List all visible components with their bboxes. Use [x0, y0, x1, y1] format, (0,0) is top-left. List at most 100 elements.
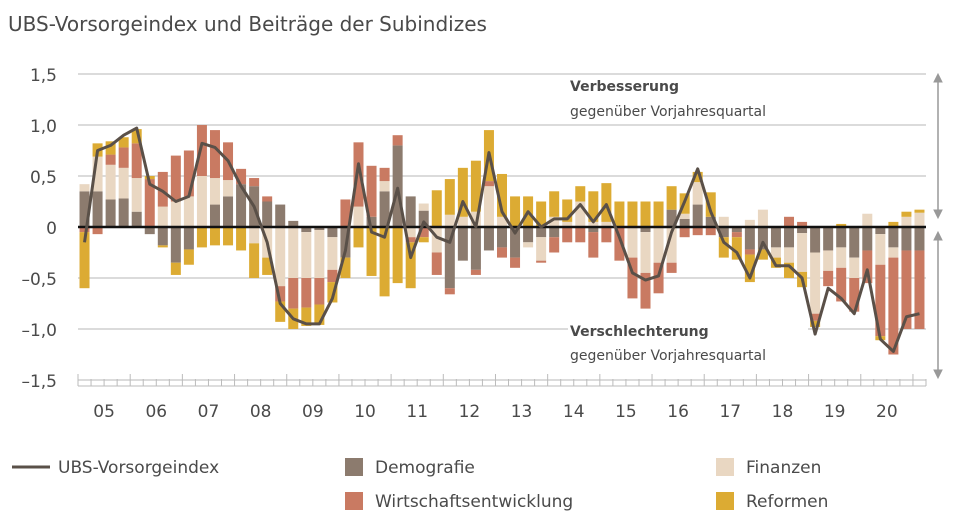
- bar-reformen: [144, 176, 155, 180]
- bar-demografie: [392, 145, 403, 227]
- bar-finanzen: [797, 233, 808, 272]
- bar-reformen: [562, 199, 573, 222]
- bar-finanzen: [914, 212, 925, 227]
- bar-wirtschaftsentwicklung: [183, 150, 194, 197]
- bar-wirtschaftsentwicklung: [301, 278, 312, 308]
- bar-reformen: [431, 190, 442, 227]
- x-tick-label: 11: [406, 402, 428, 422]
- bars: [79, 125, 925, 355]
- bar-finanzen: [483, 186, 494, 227]
- x-tick-label: 09: [302, 402, 324, 422]
- bar-finanzen: [131, 178, 142, 212]
- bar-wirtschaftsentwicklung: [836, 267, 847, 302]
- legend-item-reformen: Reformen: [716, 492, 828, 512]
- bar-demografie: [588, 227, 599, 233]
- svg-text:Demografie: Demografie: [375, 458, 475, 478]
- bar-wirtschaftsentwicklung: [549, 237, 560, 253]
- legend-item-finanzen: Finanzen: [716, 458, 821, 478]
- bar-reformen: [131, 129, 142, 144]
- bar-finanzen: [353, 206, 364, 227]
- y-tick-label: 0,5: [30, 168, 57, 188]
- bar-reformen: [236, 227, 247, 251]
- bar-wirtschaftsentwicklung: [418, 227, 429, 238]
- bar-wirtschaftsentwicklung: [92, 227, 103, 235]
- bar-wirtschaftsentwicklung: [327, 269, 338, 283]
- bar-reformen: [601, 183, 612, 222]
- bar-demografie: [275, 204, 286, 227]
- x-tick-label: 16: [667, 402, 689, 422]
- bar-demografie: [170, 227, 181, 263]
- bar-wirtschaftsentwicklung: [640, 272, 651, 309]
- bar-reformen: [183, 249, 194, 265]
- bar-wirtschaftsentwicklung: [170, 155, 181, 202]
- bar-wirtschaftsentwicklung: [575, 227, 586, 243]
- bar-reformen: [784, 262, 795, 278]
- x-tick-label: 08: [250, 402, 272, 422]
- bar-demografie: [497, 227, 507, 248]
- bar-reformen: [105, 141, 116, 155]
- bar-reformen: [275, 301, 286, 322]
- bar-demografie: [810, 227, 821, 253]
- annotation-down-title: Verschlechterung: [570, 324, 709, 340]
- bar-finanzen: [718, 216, 729, 227]
- bar-reformen: [744, 254, 755, 283]
- bar-reformen: [497, 173, 507, 217]
- bar-reformen: [588, 191, 599, 222]
- annotation-up-title: Verbesserung: [570, 79, 679, 95]
- bar-reformen: [901, 211, 912, 217]
- bar-demografie: [744, 227, 755, 250]
- bar-demografie: [692, 204, 703, 227]
- bar-reformen: [457, 167, 468, 217]
- bar-wirtschaftsentwicklung: [483, 181, 494, 187]
- bar-demografie: [836, 227, 847, 248]
- bar-wirtschaftsentwicklung: [144, 179, 155, 227]
- bar-wirtschaftsentwicklung: [823, 270, 834, 287]
- bar-demografie: [731, 227, 742, 233]
- bar-reformen: [549, 191, 560, 217]
- bar-finanzen: [888, 247, 899, 258]
- bar-wirtschaftsentwicklung: [627, 257, 638, 299]
- legend: UBS-Vorsorgeindex Demografie Wirtschafts…: [12, 458, 828, 512]
- bar-demografie: [183, 227, 194, 250]
- bar-finanzen: [601, 221, 612, 227]
- bar-wirtschaftsentwicklung: [588, 232, 599, 258]
- bar-reformen: [418, 237, 429, 243]
- bar-finanzen: [875, 234, 886, 265]
- bar-demografie: [288, 220, 299, 227]
- bar-wirtschaftsentwicklung: [614, 227, 625, 261]
- bar-wirtschaftsentwicklung: [536, 260, 547, 263]
- bar-finanzen: [770, 247, 781, 258]
- bar-demografie: [157, 227, 168, 246]
- bar-reformen: [536, 201, 547, 227]
- bar-finanzen: [653, 227, 664, 263]
- bar-reformen: [692, 171, 703, 183]
- bar-wirtschaftsentwicklung: [275, 286, 286, 302]
- bar-finanzen: [836, 247, 847, 268]
- bar-wirtschaftsentwicklung: [118, 147, 129, 168]
- y-tick-label: 0: [46, 219, 57, 239]
- bar-wirtschaftsentwicklung: [379, 167, 390, 182]
- bar-demografie: [536, 227, 547, 238]
- bar-wirtschaftsentwicklung: [744, 249, 755, 255]
- bar-finanzen: [627, 227, 638, 258]
- bar-finanzen: [549, 216, 560, 227]
- bar-wirtschaftsentwicklung: [497, 247, 507, 258]
- svg-text:Finanzen: Finanzen: [746, 458, 821, 478]
- y-tick-label: –0,5: [21, 270, 57, 290]
- bar-demografie: [470, 227, 481, 270]
- bar-reformen: [392, 227, 403, 284]
- bar-wirtschaftsentwicklung: [875, 264, 886, 337]
- bar-wirtschaftsentwicklung: [914, 250, 925, 329]
- bar-finanzen: [92, 156, 103, 192]
- bar-finanzen: [118, 167, 129, 199]
- bar-demografie: [327, 227, 338, 238]
- bar-finanzen: [457, 216, 468, 227]
- bar-demografie: [679, 218, 690, 227]
- bar-demografie: [875, 227, 886, 235]
- svg-text:UBS-Vorsorgeindex: UBS-Vorsorgeindex: [58, 458, 219, 478]
- bar-finanzen: [288, 227, 299, 278]
- bar-demografie: [757, 227, 768, 250]
- bar-demografie: [418, 210, 429, 227]
- x-tick-label: 06: [145, 402, 167, 422]
